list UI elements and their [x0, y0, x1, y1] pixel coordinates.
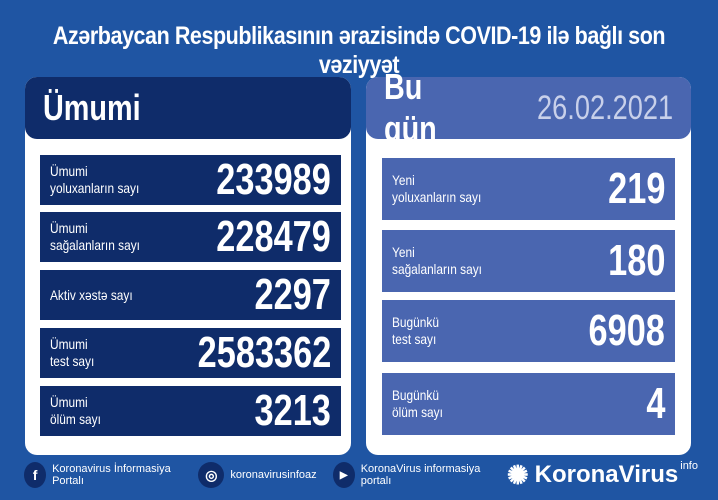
total-stat-card: Ümumi ölüm sayı 3213 — [40, 386, 341, 436]
today-stat-card: Bugünkü ölüm sayı 4 — [382, 373, 675, 435]
stat-label-line1: Aktiv xəstə sayı — [50, 286, 133, 303]
stat-value: 3213 — [254, 386, 331, 435]
stat-value: 4 — [645, 379, 665, 428]
stat-label: Aktiv xəstə sayı — [50, 287, 133, 304]
stat-value: 228479 — [216, 212, 331, 261]
stat-label-line1: Ümumi — [50, 394, 88, 410]
instagram-link[interactable]: ◎ koronavirusinfoaz — [198, 462, 317, 488]
stat-label-line2: sağalanların sayı — [50, 237, 140, 253]
stat-value: 2583362 — [197, 328, 331, 377]
footer: f Koronavirus İnformasiya Portalı ◎ korona… — [24, 458, 698, 492]
stat-label-line1: Ümumi — [50, 163, 88, 179]
stat-label-line1: Ümumi — [50, 336, 88, 352]
stat-label: Ümumi yoluxanların sayı — [50, 163, 139, 197]
facebook-icon: f — [24, 462, 47, 488]
brand-name: KoronaVirus — [534, 461, 679, 488]
stat-label: Ümumi test sayı — [50, 336, 94, 370]
total-stat-card: Ümumi sağalanların sayı 228479 — [40, 212, 341, 262]
total-heading: Ümumi — [43, 87, 141, 128]
page-title: Azərbaycan Respublikasının ərazisində CO… — [52, 22, 666, 79]
instagram-icon: ◎ — [198, 462, 225, 488]
stat-label: Ümumi ölüm sayı — [50, 394, 101, 428]
stat-value: 233989 — [216, 155, 331, 204]
stat-label-line2: ölüm sayı — [392, 404, 443, 420]
today-header: Bu gün 26.02.2021 — [366, 66, 691, 149]
total-stat-card: Ümumi yoluxanların sayı 233989 — [40, 155, 341, 205]
stat-label-line2: yoluxanların sayı — [392, 189, 482, 205]
stat-label-line1: Yeni — [392, 244, 415, 260]
total-panel: Ümumi Ümumi yoluxanların sayı 233989 Ümumi s… — [25, 77, 351, 455]
stat-label: Bugünkü ölüm sayı — [392, 387, 443, 421]
stat-label-line2: sağalanların sayı — [392, 261, 482, 277]
brand-logo: ✺ KoronaVirus info — [507, 460, 698, 491]
facebook-label: Koronavirus İnformasiya Portalı — [52, 463, 171, 487]
stat-label: Yeni sağalanların sayı — [392, 244, 482, 278]
today-stat-card: Bugünkü test sayı 6908 — [382, 300, 675, 362]
stat-value: 2297 — [254, 270, 331, 319]
stat-label-line2: test sayı — [392, 331, 437, 347]
today-stat-card: Yeni sağalanların sayı 180 — [382, 230, 675, 292]
today-heading: Bu gün — [384, 66, 437, 149]
stat-label-line2: ölüm sayı — [50, 411, 101, 427]
total-stat-card: Ümumi test sayı 2583362 — [40, 328, 341, 378]
total-header: Ümumi — [25, 77, 351, 139]
stat-label-line2: yoluxanların sayı — [50, 180, 140, 196]
stat-label-line1: Ümumi — [50, 220, 88, 236]
report-date: 26.02.2021 — [536, 88, 673, 127]
virus-logo-icon: ✺ — [506, 459, 529, 490]
youtube-icon: ▶ — [332, 462, 355, 488]
youtube-link[interactable]: ▶ KoronaVirus informasiya portalı — [332, 462, 491, 488]
stat-label-line1: Bugünkü — [392, 314, 439, 330]
instagram-label: koronavirusinfoaz — [230, 469, 317, 481]
stat-label-line1: Bugünkü — [392, 387, 439, 403]
stat-value: 180 — [607, 236, 665, 285]
stat-value: 219 — [607, 164, 665, 213]
youtube-label: KoronaVirus informasiya portalı — [360, 463, 481, 487]
stat-value: 6908 — [588, 306, 665, 355]
stat-label-line1: Yeni — [392, 172, 415, 188]
today-stat-card: Yeni yoluxanların sayı 219 — [382, 158, 675, 220]
stat-label: Yeni yoluxanların sayı — [392, 172, 481, 206]
today-panel: Bu gün 26.02.2021 Yeni yoluxanların sayı 2… — [366, 66, 691, 455]
stat-label-line2: test sayı — [50, 353, 95, 369]
facebook-link[interactable]: f Koronavirus İnformasiya Portalı — [24, 462, 182, 488]
brand-sup: info — [680, 459, 698, 472]
stat-label: Bugünkü test sayı — [392, 314, 439, 348]
stat-label: Ümumi sağalanların sayı — [50, 220, 140, 254]
total-stat-card: Aktiv xəstə sayı 2297 — [40, 270, 341, 320]
